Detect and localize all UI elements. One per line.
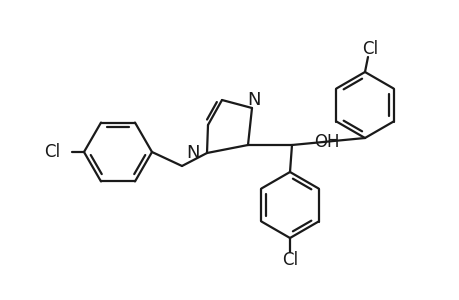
Text: Cl: Cl xyxy=(361,40,377,58)
Text: OH: OH xyxy=(313,133,339,151)
Text: Cl: Cl xyxy=(281,251,297,269)
Text: N: N xyxy=(247,91,260,109)
Text: N: N xyxy=(186,144,200,162)
Text: Cl: Cl xyxy=(44,143,60,161)
